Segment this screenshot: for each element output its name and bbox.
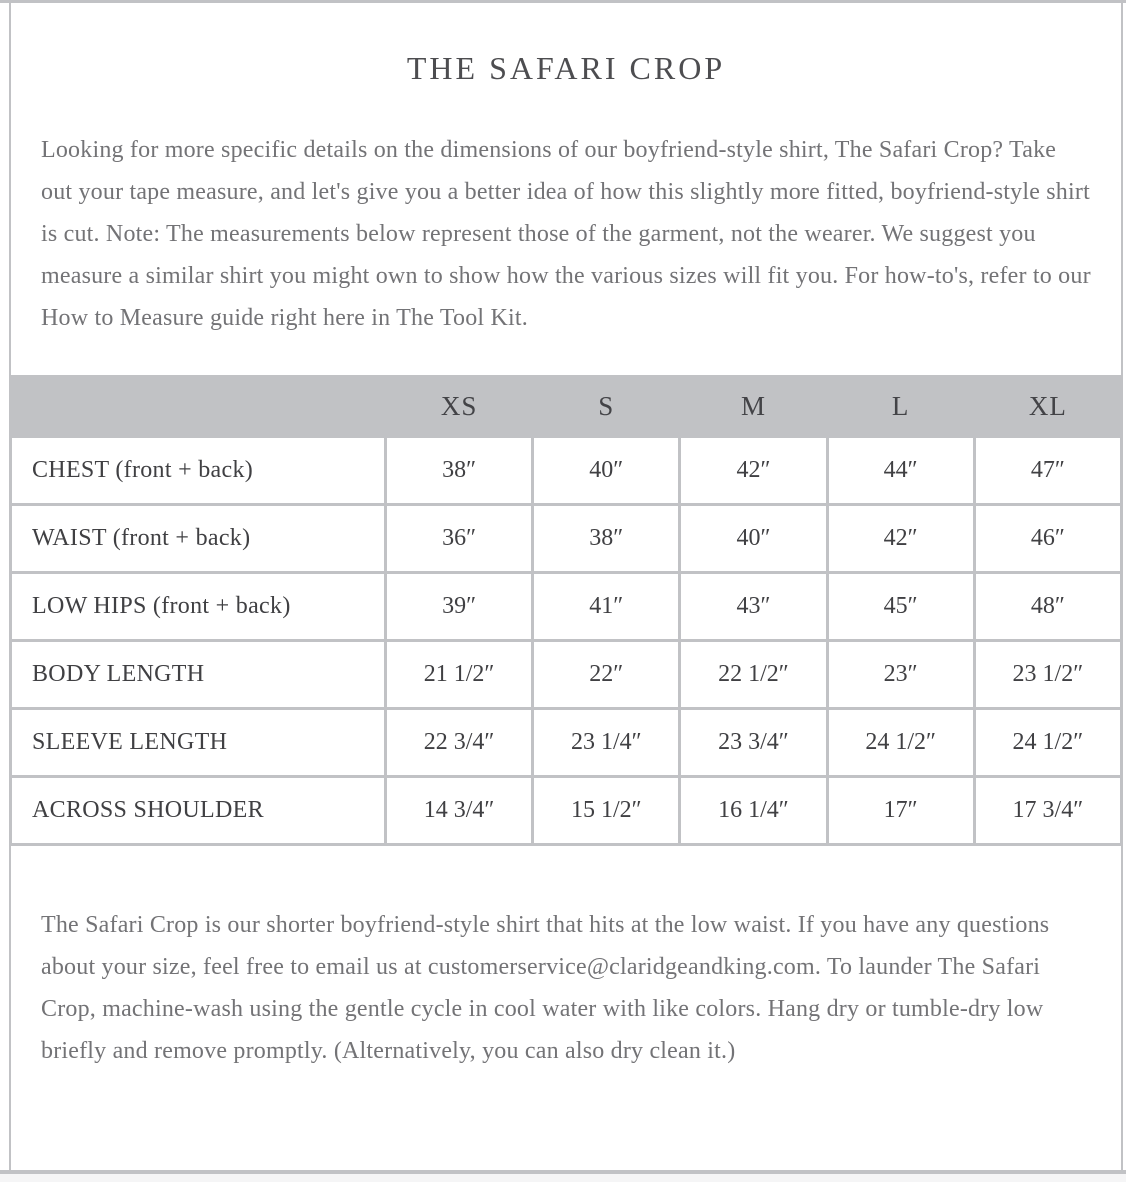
table-row-sleeve-length: SLEEVE LENGTH 22 3/4″ 23 1/4″ 23 3/4″ 24…: [12, 710, 1120, 775]
column-header-xs: XS: [387, 378, 532, 435]
size-value-cell: 41″: [534, 574, 679, 639]
size-value-cell: 42″: [681, 438, 826, 503]
size-value-cell: 44″: [828, 438, 973, 503]
page-top-border: [0, 0, 1126, 3]
size-value-cell: 16 1/4″: [681, 778, 826, 843]
size-value-cell: 15 1/2″: [534, 778, 679, 843]
size-value-cell: 24 1/2″: [975, 710, 1120, 775]
row-label-cell: BODY LENGTH: [12, 642, 384, 707]
size-value-cell: 23 3/4″: [681, 710, 826, 775]
page-title: THE SAFARI CROP: [406, 50, 726, 86]
corner-cell: [12, 378, 384, 435]
size-value-cell: 48″: [975, 574, 1120, 639]
size-value-cell: 45″: [828, 574, 973, 639]
size-value-cell: 36″: [387, 506, 532, 571]
size-value-cell: 42″: [828, 506, 973, 571]
size-value-cell: 22 3/4″: [387, 710, 532, 775]
size-value-cell: 17″: [828, 778, 973, 843]
size-value-cell: 14 3/4″: [387, 778, 532, 843]
row-label-cell: CHEST (front + back): [12, 438, 384, 503]
size-value-cell: 23 1/4″: [534, 710, 679, 775]
column-header-s: S: [534, 378, 679, 435]
size-value-cell: 40″: [681, 506, 826, 571]
size-value-cell: 23 1/2″: [975, 642, 1120, 707]
size-value-cell: 22″: [534, 642, 679, 707]
outside-background: [0, 1174, 1126, 1182]
size-value-cell: 40″: [534, 438, 679, 503]
size-value-cell: 38″: [534, 506, 679, 571]
table-row-chest: CHEST (front + back) 38″ 40″ 42″ 44″ 47″: [12, 438, 1120, 503]
care-paragraph: The Safari Crop is our shorter boyfriend…: [41, 912, 1050, 1064]
size-value-cell: 38″: [387, 438, 532, 503]
table-row-waist: WAIST (front + back) 36″ 38″ 40″ 42″ 46″: [12, 506, 1120, 571]
size-chart-table: XS S M L XL CHEST (front + back) 38″ 40″…: [9, 375, 1123, 846]
size-value-cell: 39″: [387, 574, 532, 639]
column-header-m: M: [681, 378, 826, 435]
column-header-l: L: [828, 378, 973, 435]
table-row-body-length: BODY LENGTH 21 1/2″ 22″ 22 1/2″ 23″ 23 1…: [12, 642, 1120, 707]
size-value-cell: 21 1/2″: [387, 642, 532, 707]
column-header-xl: XL: [975, 378, 1120, 435]
row-label-cell: LOW HIPS (front + back): [12, 574, 384, 639]
row-label-cell: ACROSS SHOULDER: [12, 778, 384, 843]
page-bottom-border: [0, 1170, 1126, 1174]
table-header-row: XS S M L XL: [12, 378, 1120, 435]
row-label-cell: WAIST (front + back): [12, 506, 384, 571]
size-value-cell: 22 1/2″: [681, 642, 826, 707]
table-row-across-shoulder: ACROSS SHOULDER 14 3/4″ 15 1/2″ 16 1/4″ …: [12, 778, 1120, 843]
size-value-cell: 17 3/4″: [975, 778, 1120, 843]
size-value-cell: 23″: [828, 642, 973, 707]
row-label-cell: SLEEVE LENGTH: [12, 710, 384, 775]
content-frame: THE SAFARI CROP Looking for more specifi…: [9, 3, 1123, 1170]
size-value-cell: 47″: [975, 438, 1120, 503]
intro-paragraph: Looking for more specific details on the…: [41, 137, 1091, 331]
size-value-cell: 46″: [975, 506, 1120, 571]
size-value-cell: 24 1/2″: [828, 710, 973, 775]
size-value-cell: 43″: [681, 574, 826, 639]
table-row-low-hips: LOW HIPS (front + back) 39″ 41″ 43″ 45″ …: [12, 574, 1120, 639]
